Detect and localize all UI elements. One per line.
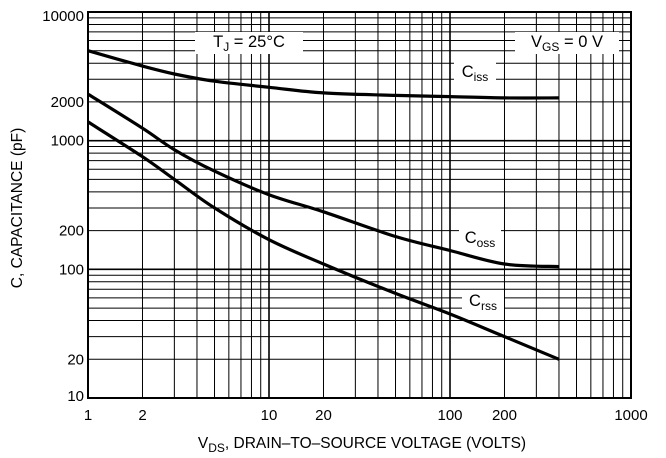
y-tick-label: 200 — [59, 223, 84, 240]
chart-curves — [87, 49, 560, 361]
y-tick-labels: 10 20 100 200 1000 2000 10000 — [42, 8, 84, 405]
plot-area-border — [87, 11, 632, 399]
series-label-ciss: Ciss — [462, 63, 489, 84]
x-tick-label: 20 — [315, 407, 332, 424]
x-tick-label: 1000 — [614, 407, 647, 424]
series-line-ciss — [87, 49, 560, 100]
x-tick-label: 10 — [261, 407, 278, 424]
junction-temperature-label-background — [195, 32, 303, 54]
series-label-coss-background — [459, 228, 501, 250]
y-tick-label: 20 — [67, 351, 84, 368]
y-tick-label: 2000 — [51, 94, 84, 111]
chart-annotations: TJ = 25°C VGS = 0 V Ciss Coss Crss — [195, 32, 619, 313]
y-tick-label: 10 — [67, 388, 84, 405]
y-tick-label: 100 — [59, 261, 84, 278]
y-tick-label: 1000 — [51, 133, 84, 150]
x-tick-label: 200 — [492, 407, 517, 424]
series-label-ciss-background — [454, 62, 496, 84]
x-tick-label: 1 — [84, 407, 92, 424]
series-label-crss-background — [462, 291, 504, 313]
gate-source-voltage-label: VGS = 0 V — [531, 33, 603, 54]
junction-temperature-label: TJ = 25°C — [213, 33, 285, 54]
x-tick-label: 2 — [138, 407, 146, 424]
x-tick-labels: 1 2 10 20 100 200 1000 — [84, 407, 648, 424]
x-tick-label: 100 — [437, 407, 462, 424]
y-axis-title: C, CAPACITANCE (pF) — [9, 128, 26, 288]
x-axis-title: VDS, DRAIN–TO–SOURCE VOLTAGE (VOLTS) — [198, 435, 526, 455]
chart-grid — [88, 12, 631, 398]
series-label-coss: Coss — [465, 229, 496, 250]
y-tick-label: 10000 — [42, 8, 84, 25]
series-line-crss — [87, 120, 560, 361]
gate-source-voltage-label-background — [515, 32, 619, 54]
series-label-crss: Crss — [469, 292, 497, 313]
series-line-coss — [87, 92, 560, 269]
